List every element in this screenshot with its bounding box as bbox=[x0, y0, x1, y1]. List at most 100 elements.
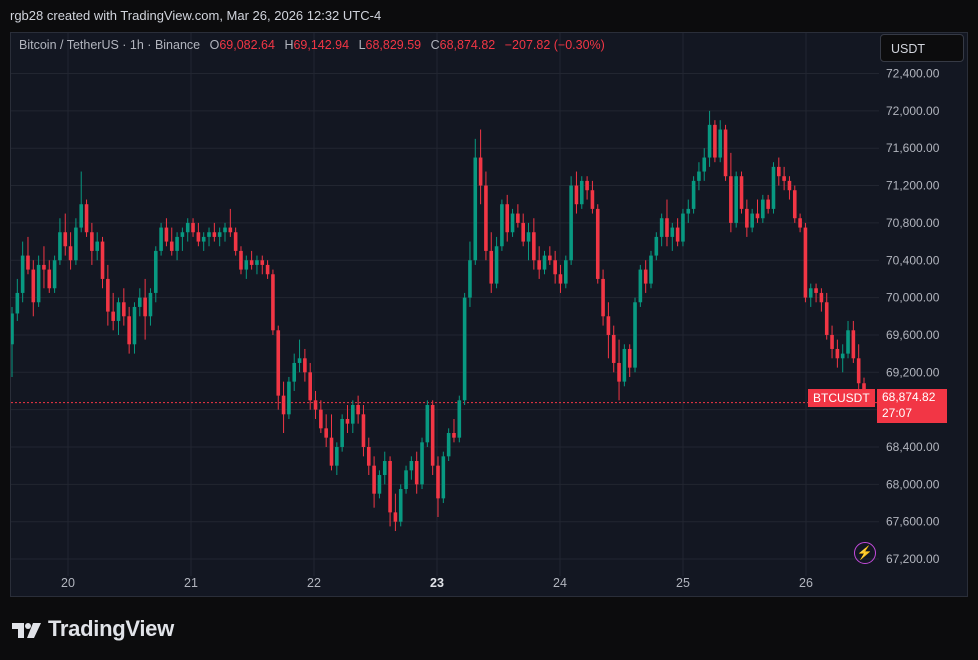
candle-body bbox=[340, 418, 344, 447]
high-value: 69,142.94 bbox=[293, 38, 350, 52]
candle-body bbox=[707, 124, 712, 158]
candle-body bbox=[138, 297, 142, 307]
price-tick-label: 70,400.00 bbox=[886, 253, 940, 267]
price-tick-label: 69,200.00 bbox=[886, 365, 940, 379]
currency-button[interactable]: USDT bbox=[880, 34, 964, 62]
price-tick-label: 70,800.00 bbox=[886, 216, 940, 230]
last-price-label: 68,874.82 27:07 bbox=[877, 389, 947, 423]
candle-body bbox=[803, 227, 808, 298]
candle-body bbox=[185, 222, 190, 233]
candle-body bbox=[723, 129, 728, 177]
candle-body bbox=[617, 362, 621, 382]
candle-body bbox=[79, 204, 84, 228]
candle-body bbox=[409, 461, 414, 471]
candle-body bbox=[564, 260, 568, 284]
candlestick-chart[interactable]: 67,200.00 67,600.00 68,000.00 68,400.00 68,8… bbox=[11, 33, 967, 596]
price-tick-label: 67,200.00 bbox=[886, 552, 940, 566]
candle-body bbox=[846, 330, 850, 354]
time-tick-label: 20 bbox=[61, 576, 75, 590]
candle-body bbox=[622, 348, 627, 382]
candle-body bbox=[761, 199, 765, 219]
price-tick-label: 67,600.00 bbox=[886, 515, 940, 529]
candle-body bbox=[212, 232, 217, 237]
candle-body bbox=[255, 260, 259, 265]
chart-credit: rgb28 created with TradingView.com, Mar … bbox=[10, 8, 382, 23]
candle-body bbox=[638, 269, 643, 303]
candle-body bbox=[510, 213, 515, 233]
candle-body bbox=[468, 260, 472, 298]
candle-body bbox=[457, 400, 462, 438]
low-value: 68,829.59 bbox=[365, 38, 422, 52]
candle-body bbox=[670, 227, 675, 237]
candle-body bbox=[819, 292, 824, 303]
price-tick-label: 72,000.00 bbox=[886, 104, 940, 118]
candle-body bbox=[26, 255, 30, 270]
ohlc-legend[interactable]: Bitcoin / TetherUS · 1h · Binance O69,08… bbox=[19, 38, 605, 52]
candle-body bbox=[377, 475, 382, 494]
price-tick-label: 71,200.00 bbox=[886, 179, 940, 193]
candle-body bbox=[436, 465, 440, 499]
candle-body bbox=[446, 432, 451, 457]
candle-body bbox=[697, 171, 701, 181]
high-label: H bbox=[284, 38, 294, 52]
candle-body bbox=[542, 255, 547, 270]
candle-body bbox=[420, 442, 424, 485]
candle-body bbox=[58, 232, 62, 261]
price-axis: 67,200.0067,600.0068,000.0068,400.0068,8… bbox=[886, 67, 940, 567]
candle-body bbox=[313, 400, 318, 410]
candle-body bbox=[713, 124, 717, 158]
candle-body bbox=[153, 250, 158, 293]
candle-body bbox=[787, 180, 792, 191]
candle-body bbox=[532, 232, 536, 261]
ticker-label: BTCUSDT bbox=[808, 389, 875, 407]
candle-body bbox=[681, 213, 685, 242]
candle-body bbox=[116, 302, 121, 321]
candle-body bbox=[169, 241, 174, 251]
candle-body bbox=[281, 395, 286, 415]
candle-body bbox=[95, 241, 99, 251]
candle-body bbox=[308, 372, 312, 401]
candle-body bbox=[122, 302, 126, 317]
time-tick-label: 26 bbox=[799, 576, 813, 590]
candle-body bbox=[606, 316, 611, 335]
candle-body bbox=[675, 227, 680, 242]
candle-body bbox=[798, 218, 802, 228]
candle-body bbox=[537, 260, 541, 270]
candle-body bbox=[244, 260, 249, 270]
candle-body bbox=[414, 461, 419, 485]
chart-panel[interactable]: 67,200.00 67,600.00 68,000.00 68,400.00 68,8… bbox=[10, 32, 968, 597]
candle-body bbox=[303, 358, 307, 373]
candle-body bbox=[148, 292, 153, 317]
lightning-icon[interactable]: ⚡ bbox=[854, 542, 876, 564]
candle-body bbox=[792, 190, 797, 219]
candle-body bbox=[265, 264, 270, 275]
candle-body bbox=[782, 176, 786, 181]
candle-body bbox=[494, 246, 499, 284]
symbol-title[interactable]: Bitcoin / TetherUS · 1h · Binance bbox=[19, 38, 201, 52]
candle-body bbox=[233, 232, 238, 251]
time-tick-label: 21 bbox=[184, 576, 198, 590]
time-tick-label: 22 bbox=[307, 576, 321, 590]
candle-body bbox=[750, 213, 754, 228]
candle-body bbox=[228, 227, 233, 233]
candle-body bbox=[382, 461, 387, 476]
candle-body bbox=[329, 437, 334, 466]
candle-body bbox=[164, 227, 169, 242]
candle-body bbox=[388, 461, 392, 513]
candle-body bbox=[627, 348, 632, 368]
price-tick-label: 70,000.00 bbox=[886, 291, 940, 305]
open-label: O bbox=[209, 38, 220, 52]
candle-body bbox=[777, 166, 781, 177]
candle-body bbox=[366, 447, 371, 466]
candle-body bbox=[771, 166, 776, 209]
price-tick-label: 68,000.00 bbox=[886, 477, 940, 491]
candle-body bbox=[351, 404, 355, 424]
candle-body bbox=[319, 409, 323, 429]
candle-body bbox=[84, 204, 89, 233]
grid-lines bbox=[11, 33, 879, 576]
candle-body bbox=[569, 185, 573, 261]
candle-body bbox=[702, 157, 707, 172]
candle-body bbox=[196, 232, 201, 242]
candle-body bbox=[175, 236, 179, 251]
candle-body bbox=[851, 330, 856, 359]
